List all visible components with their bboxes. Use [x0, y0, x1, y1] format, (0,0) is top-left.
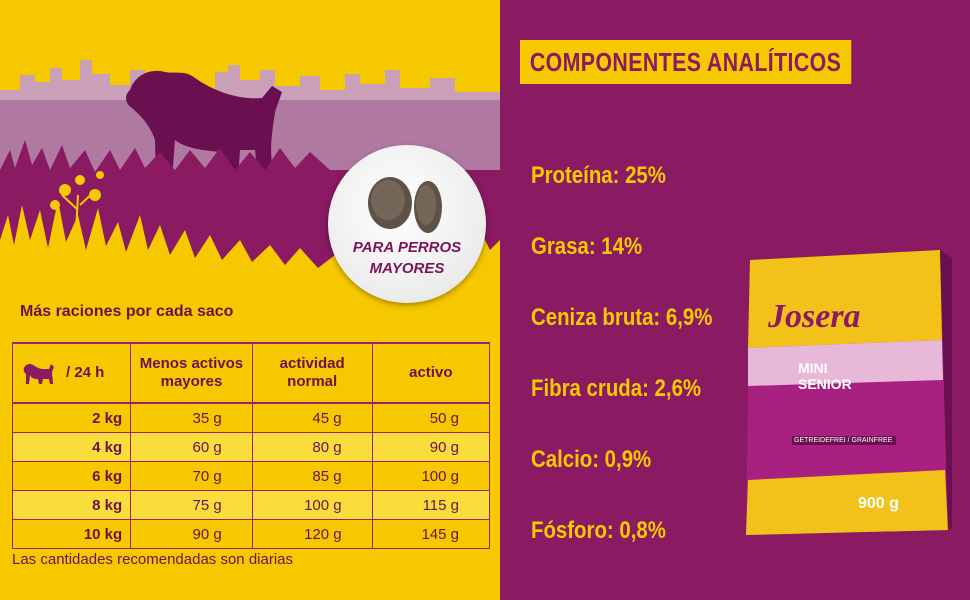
value-cell: 90 g	[130, 519, 253, 549]
value-cell: 70 g	[130, 461, 253, 491]
product-bag: Josera MINI SENIOR GETREIDEFREI / GRAINF…	[740, 240, 952, 540]
analysis-title: COMPONENTES ANALÍTICOS	[520, 40, 852, 84]
badge-label: PARA PERROS MAYORES	[328, 237, 486, 279]
product-brand: Josera	[768, 298, 861, 335]
product-tag: GETREIDEFREI / GRAINFREE	[792, 436, 896, 445]
table-row: 2 kg 35 g 45 g 50 g	[11, 402, 491, 433]
value-cell: 120 g	[251, 519, 373, 549]
weight-cell: 6 kg	[11, 461, 132, 491]
value-cell: 60 g	[130, 432, 253, 462]
feeding-table-title: Más raciones por cada saco	[20, 303, 234, 320]
table-row: 8 kg 75 g 100 g 115 g	[11, 490, 491, 520]
value-cell: 100 g	[251, 490, 373, 520]
weight-cell: 4 kg	[11, 432, 132, 462]
badge-line-2: MAYORES	[369, 260, 445, 277]
nutrient-phosphorus: Fósforo: 0,8%	[531, 517, 666, 544]
table-row: 10 kg 90 g 120 g 145 g	[11, 519, 491, 549]
nutrient-calcium: Calcio: 0,9%	[531, 446, 652, 473]
value-cell: 115 g	[371, 490, 491, 520]
weight-cell: 8 kg	[11, 490, 132, 520]
nutrient-protein: Proteína: 25%	[531, 162, 666, 189]
table-row: 4 kg 60 g 80 g 90 g	[11, 432, 491, 462]
nutrient-fibre: Fibra cruda: 2,6%	[531, 375, 702, 402]
weight-cell: 10 kg	[11, 519, 132, 549]
dog-icon	[23, 364, 54, 384]
feeding-table: / 24 h Menos activos mayores actividad n…	[11, 342, 491, 549]
weight-cell: 2 kg	[11, 402, 132, 433]
table-header-weight: / 24 h	[11, 342, 132, 404]
value-cell: 45 g	[251, 402, 373, 433]
column-less-active: Menos activos mayores	[130, 342, 253, 404]
value-cell: 90 g	[371, 432, 491, 462]
product-weight: 900 g	[858, 495, 899, 512]
badge-line-1: PARA PERROS	[352, 239, 462, 256]
senior-badge: PARA PERROS MAYORES	[328, 145, 486, 303]
product-bag-image	[746, 250, 952, 535]
kibble-icon	[368, 177, 442, 233]
footnote: Las cantidades recomendadas son diarias	[12, 551, 294, 568]
table-header-row: / 24 h Menos activos mayores actividad n…	[11, 342, 491, 404]
value-cell: 145 g	[371, 519, 491, 549]
product-name-line-2: SENIOR	[798, 376, 852, 392]
per-day-label: / 24 h	[66, 364, 105, 381]
value-cell: 50 g	[371, 402, 491, 433]
value-cell: 75 g	[130, 490, 253, 520]
nutrient-fat: Grasa: 14%	[531, 233, 643, 260]
value-cell: 100 g	[371, 461, 491, 491]
feeding-panel: PARA PERROS MAYORES Más raciones por cad…	[0, 0, 500, 600]
nutrient-ash: Ceniza bruta: 6,9%	[531, 304, 713, 331]
value-cell: 80 g	[251, 432, 373, 462]
value-cell: 85 g	[251, 461, 373, 491]
column-active: activo	[371, 342, 491, 404]
column-normal-activity: actividad normal	[251, 342, 373, 404]
product-name-line-1: MINI	[798, 360, 828, 376]
table-row: 6 kg 70 g 85 g 100 g	[11, 461, 491, 491]
value-cell: 35 g	[130, 402, 253, 433]
